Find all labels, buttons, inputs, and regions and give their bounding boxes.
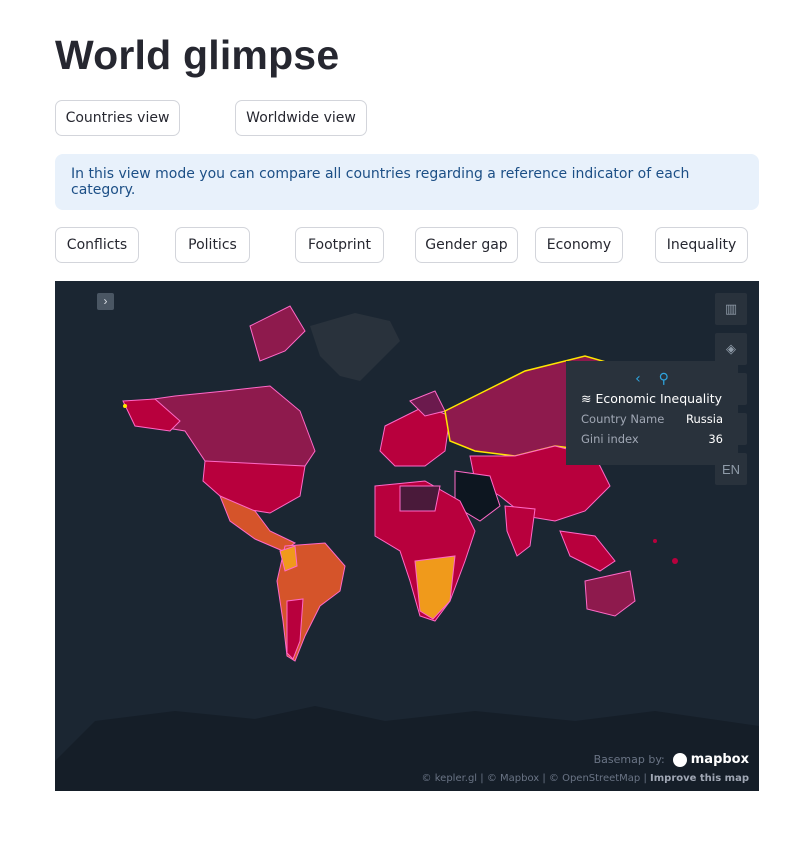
chevron-left-icon[interactable]: ‹ (635, 371, 641, 387)
tooltip-row: Country Name Russia (581, 412, 723, 426)
layers-icon: ≋ (581, 391, 592, 406)
3d-cube-icon[interactable]: ◈ (715, 333, 747, 365)
category-economy-button[interactable]: Economy (535, 227, 623, 263)
usa-shape (202, 460, 306, 514)
greenland-shape (310, 313, 400, 381)
australia-shape (584, 570, 636, 617)
category-politics-button[interactable]: Politics (175, 227, 250, 263)
map-tooltip: ‹ ⚲ ≋ Economic Inequality Country Name R… (566, 361, 738, 465)
map-attribution: © kepler.gl | © Mapbox | © OpenStreetMap… (421, 773, 749, 784)
basemap-credit: Basemap by: mapbox (593, 752, 749, 767)
sahara-shape (399, 485, 441, 512)
tooltip-title: ≋ Economic Inequality (581, 391, 723, 406)
split-map-icon[interactable]: ▥ (715, 293, 747, 325)
worldwide-view-button[interactable]: Worldwide view (235, 100, 367, 136)
colombia-shape (279, 545, 298, 572)
southern-africa-shape (414, 555, 456, 620)
southeast-asia-shape (559, 530, 616, 572)
category-conflicts-button[interactable]: Conflicts (55, 227, 139, 263)
europe-shape (379, 405, 451, 467)
chevron-right-icon[interactable]: › (97, 293, 114, 310)
page-title: World glimpse (55, 32, 340, 78)
alaska-shape (122, 398, 181, 432)
improve-map-link[interactable]: Improve this map (650, 773, 749, 784)
world-map[interactable]: › ▥ ◈ ≡ ✎ EN ‹ ⚲ ≋ Economic Inequality C… (55, 281, 759, 791)
category-gender-gap-button[interactable]: Gender gap (415, 227, 518, 263)
arctic-islands-shape (249, 305, 306, 362)
countries-view-button[interactable]: Countries view (55, 100, 180, 136)
pin-icon[interactable]: ⚲ (658, 371, 669, 387)
tooltip-actions: ‹ ⚲ (581, 371, 723, 387)
tooltip-row: Gini index 36 (581, 432, 723, 446)
chile-argentina-shape (286, 598, 304, 660)
category-inequality-button[interactable]: Inequality (655, 227, 748, 263)
info-text: In this view mode you can compare all co… (71, 166, 690, 198)
map-canvas[interactable] (55, 281, 759, 791)
info-banner: In this view mode you can compare all co… (55, 154, 759, 210)
india-shape (504, 505, 536, 557)
antarctica-shape (55, 706, 759, 791)
category-footprint-button[interactable]: Footprint (295, 227, 384, 263)
mapbox-logo[interactable]: mapbox (672, 752, 749, 767)
